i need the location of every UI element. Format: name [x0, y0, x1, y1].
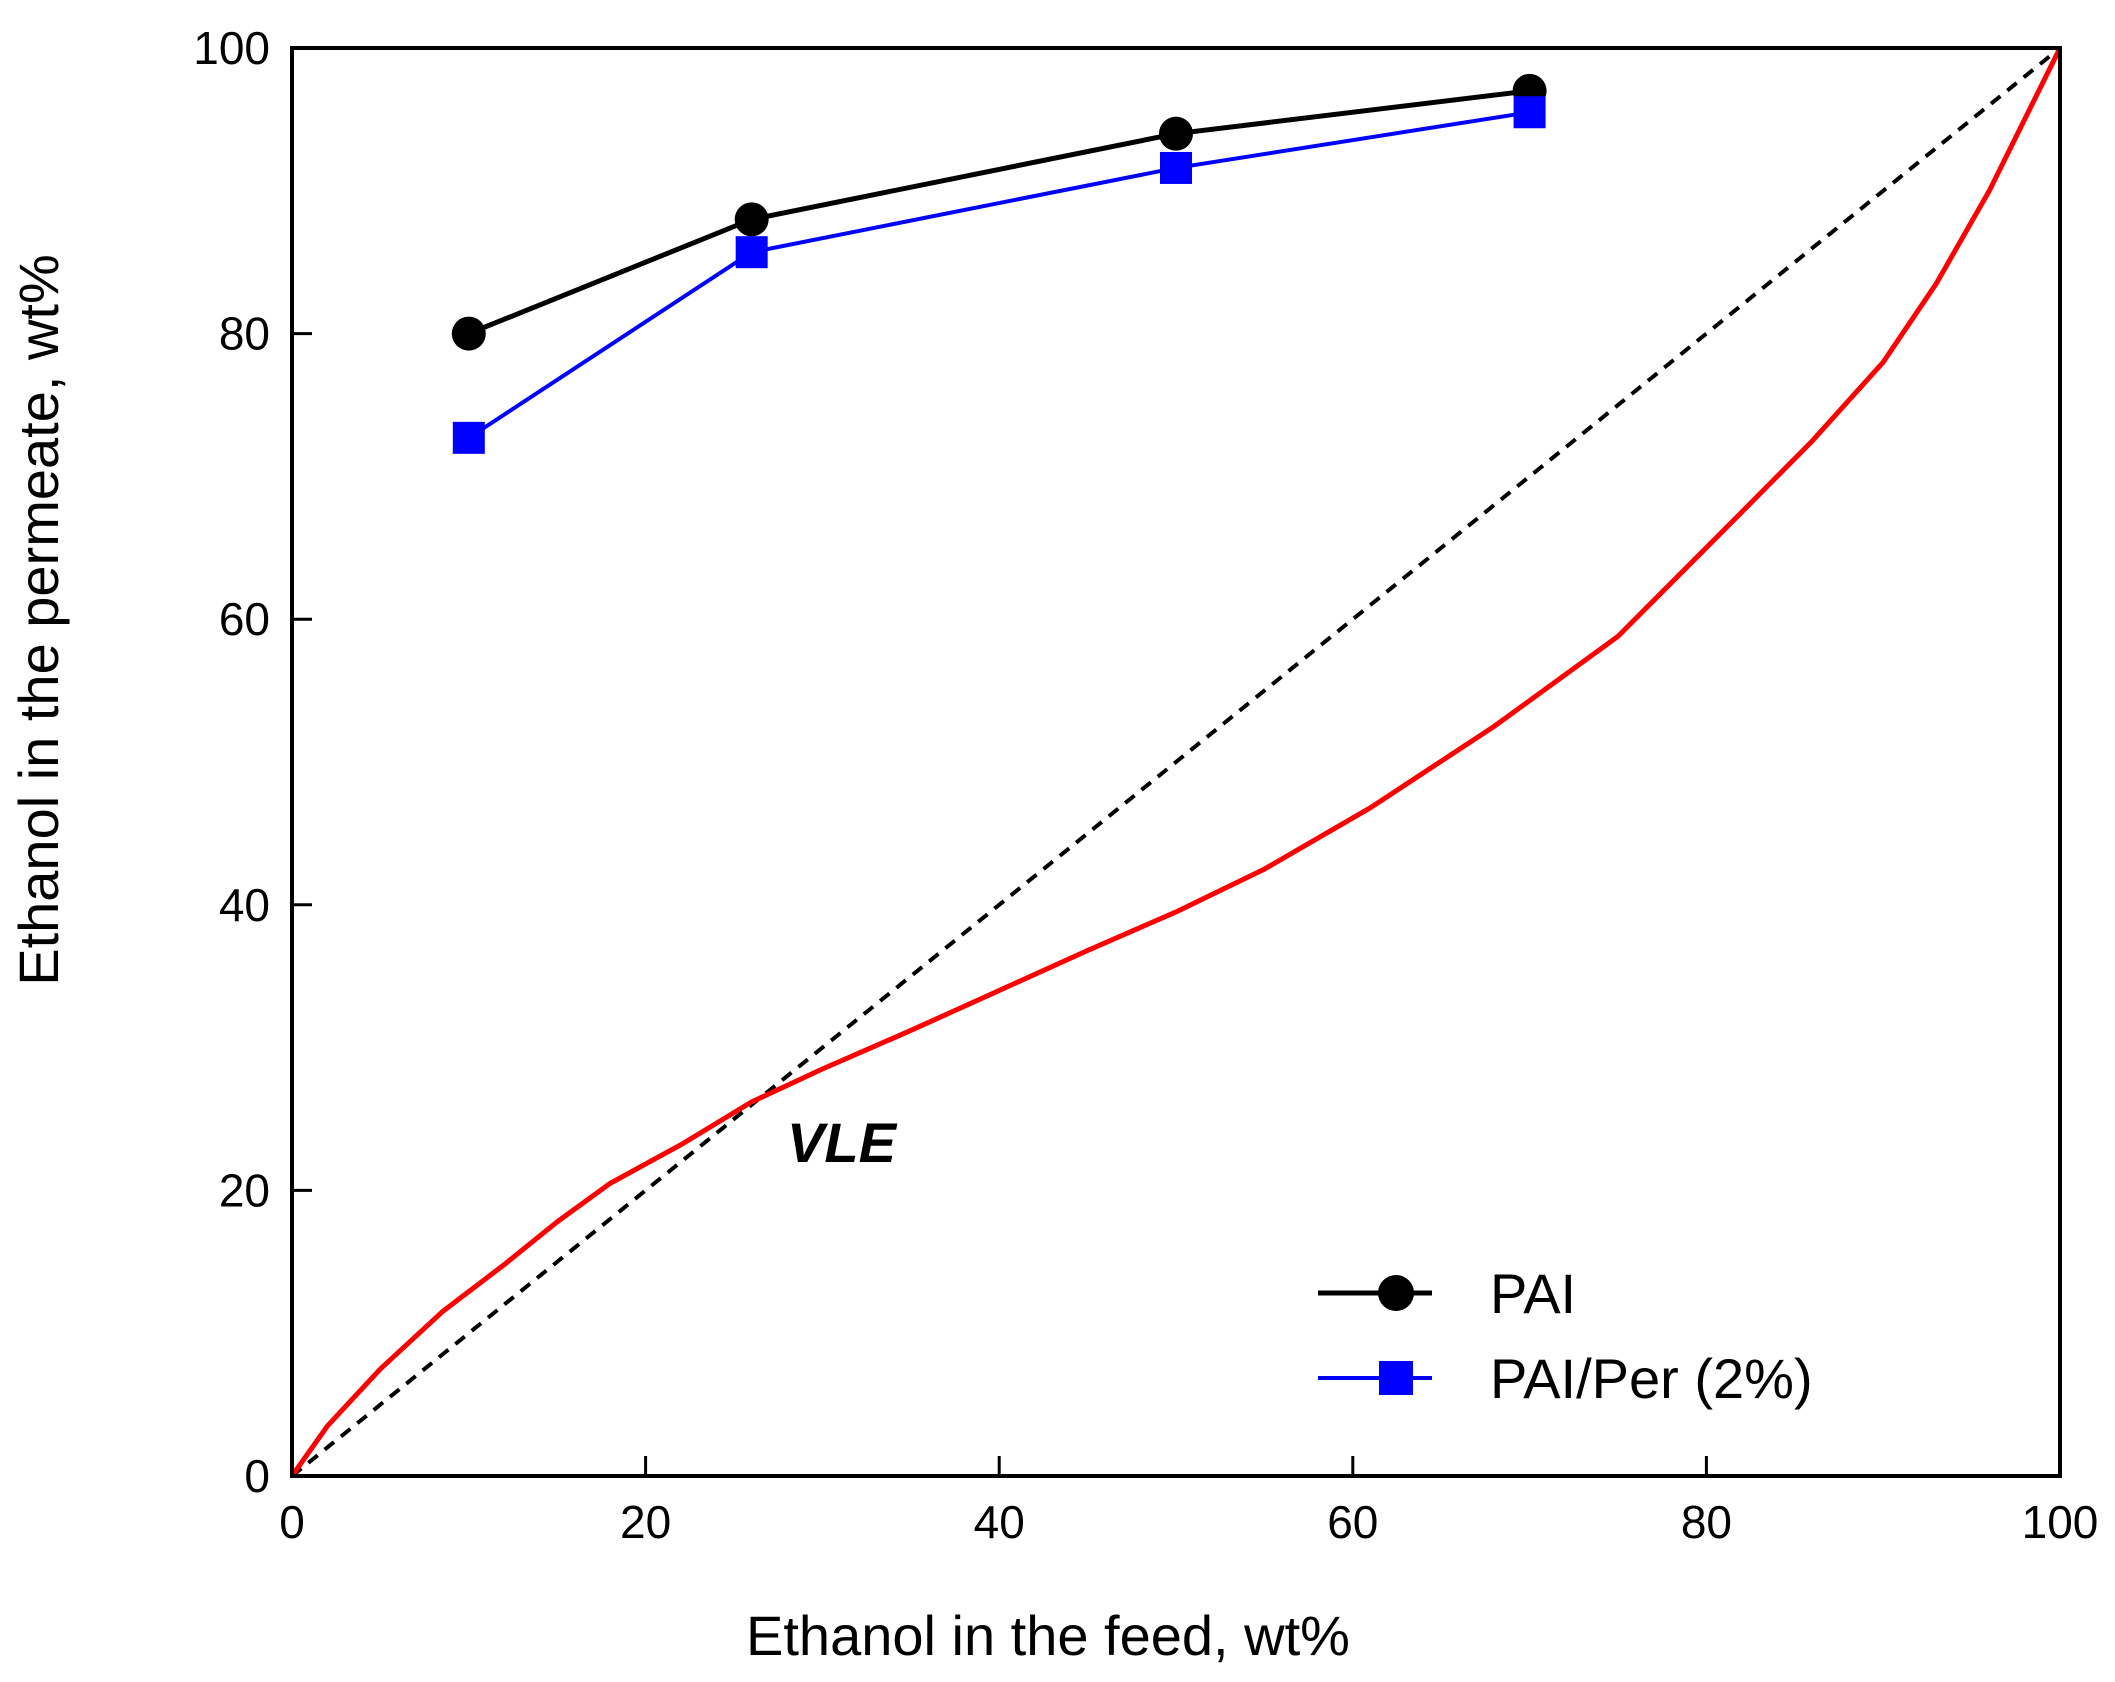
diagonal-line	[290, 46, 2062, 1478]
point-pai-2	[1159, 116, 1193, 151]
plot-frame	[290, 46, 2062, 1478]
x-tick-label-40: 40	[974, 1496, 1025, 1548]
legend-label-pai-per: PAI/Per (2%)	[1490, 1347, 1813, 1410]
point-pai-per-2-0	[452, 421, 485, 454]
legend-label-pai: PAI	[1490, 1262, 1576, 1325]
point-pai-per-2-3	[1513, 96, 1546, 129]
series-lines	[467, 88, 1530, 440]
x-tick-label-0: 0	[279, 1496, 305, 1548]
point-pai-per-2-2	[1160, 151, 1192, 184]
legend-marker-pai-per	[1379, 1361, 1413, 1395]
axes	[290, 46, 2062, 1478]
y-tick-label-20: 20	[219, 1164, 270, 1216]
point-pai-0	[451, 316, 486, 351]
y-tick-label-0: 0	[244, 1450, 270, 1502]
x-tick-label-80: 80	[1681, 1496, 1732, 1548]
series-line-pai-per-2	[467, 110, 1530, 440]
y-tick-label-40: 40	[219, 879, 270, 931]
point-pai-1	[734, 202, 769, 237]
x-tick-label-60: 60	[1327, 1496, 1378, 1548]
y-tick-label-100: 100	[193, 22, 270, 74]
reference-lines	[289, 46, 2063, 1478]
ticks: 0 20 40 60 80 100 0 20 40 60 80 100	[193, 22, 2098, 1548]
y-axis-title: Ethanol in the permeate, wt%	[7, 254, 70, 986]
x-tick-label-100: 100	[2022, 1496, 2099, 1548]
series-line-pai	[467, 88, 1530, 336]
y-tick-label-80: 80	[219, 308, 270, 360]
vle-line	[289, 46, 2063, 1478]
x-axis-title: Ethanol in the feed, wt%	[746, 1604, 1350, 1667]
x-tick-label-20: 20	[620, 1496, 671, 1548]
y-tick-label-60: 60	[219, 593, 270, 645]
series-markers	[451, 73, 1547, 454]
legend-marker-pai	[1378, 1275, 1414, 1311]
point-pai-per-2-1	[735, 236, 768, 269]
vle-annotation: VLE	[787, 1111, 898, 1174]
legend: PAI PAI/Per (2%)	[1318, 1262, 1813, 1410]
